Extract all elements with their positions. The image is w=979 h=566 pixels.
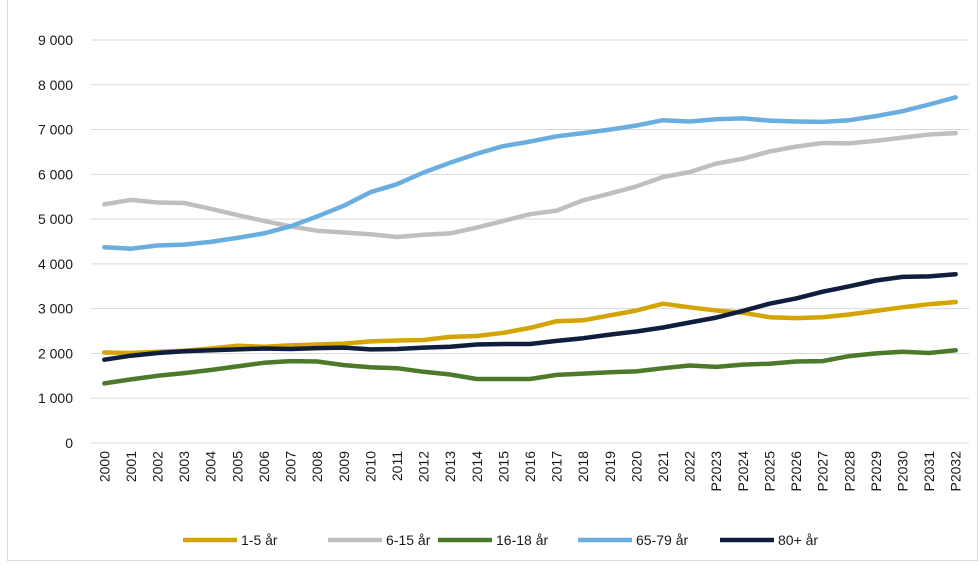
y-tick-label: 2 000 [38, 345, 73, 361]
y-tick-label: 9 000 [38, 32, 73, 48]
x-tick-label: 2013 [442, 451, 458, 482]
y-tick-label: 4 000 [38, 256, 73, 272]
series-line-4 [102, 271, 958, 362]
x-tick-label: 2021 [655, 451, 671, 482]
x-tick-label: 2007 [283, 451, 299, 482]
y-tick-label: 7 000 [38, 122, 73, 138]
x-tick-label: 2011 [389, 451, 405, 481]
y-axis-ticks: 0 1 000 2 000 3 000 4 000 5 000 6 000 7 000 8 00… [38, 32, 73, 451]
y-tick-label: 8 000 [38, 77, 73, 93]
series-line-3 [102, 95, 958, 251]
line-chart: 0 1 000 2 000 3 000 4 000 5 000 6 000 7 000 8 00… [38, 32, 969, 548]
x-tick-label: P2028 [841, 451, 857, 492]
x-tick-label: P2026 [788, 451, 804, 492]
x-tick-label: 2001 [123, 451, 139, 482]
x-tick-label: P2031 [921, 451, 937, 492]
x-tick-label: 2010 [362, 451, 378, 482]
x-tick-label: 2018 [575, 451, 591, 482]
series-line-1 [102, 130, 958, 240]
y-tick-label: 0 [65, 435, 73, 451]
x-tick-label: 2002 [150, 451, 166, 482]
series-line-0 [102, 299, 958, 356]
x-tick-label: P2030 [894, 451, 910, 492]
x-tick-label: P2025 [761, 451, 777, 492]
x-tick-label: P2027 [815, 451, 831, 492]
legend: 1-5 år 6-15 år 16-18 år 65-79 år 80+ år [183, 532, 818, 548]
legend-label: 80+ år [778, 532, 818, 548]
x-tick-label: 2006 [256, 451, 272, 482]
x-tick-label: P2032 [948, 451, 964, 492]
x-axis-ticks: 2000 2001 2002 2003 2004 2005 2006 2007 2008 2009… [96, 451, 963, 492]
x-tick-label: P2024 [735, 451, 751, 492]
gridlines [91, 39, 969, 444]
legend-label: 16-18 år [496, 532, 548, 548]
x-tick-label: 2003 [176, 451, 192, 482]
legend-label: 1-5 år [241, 532, 278, 548]
x-tick-label: 2016 [522, 451, 538, 482]
x-tick-label: 2000 [96, 451, 112, 482]
x-tick-label: 2022 [682, 451, 698, 482]
series-line-2 [102, 348, 958, 386]
legend-label: 6-15 år [386, 532, 431, 548]
x-tick-label: 2008 [309, 451, 325, 482]
y-tick-label: 1 000 [38, 390, 73, 406]
x-tick-label: P2029 [868, 451, 884, 492]
x-tick-label: P2023 [708, 451, 724, 492]
x-tick-label: 2012 [416, 451, 432, 482]
y-tick-label: 3 000 [38, 301, 73, 317]
x-tick-label: 2009 [336, 451, 352, 482]
x-tick-label: 2015 [495, 451, 511, 482]
legend-label: 65-79 år [636, 532, 688, 548]
x-tick-label: 2004 [203, 451, 219, 482]
x-tick-label: 2019 [602, 451, 618, 482]
y-tick-label: 6 000 [38, 166, 73, 182]
chart-frame: 0 1 000 2 000 3 000 4 000 5 000 6 000 7 000 8 00… [7, 0, 978, 561]
x-tick-label: 2014 [469, 451, 485, 482]
x-tick-label: 2020 [628, 451, 644, 482]
series-lines [102, 95, 958, 386]
x-tick-label: 2005 [229, 451, 245, 482]
y-tick-label: 5 000 [38, 211, 73, 227]
x-tick-label: 2017 [549, 451, 565, 482]
